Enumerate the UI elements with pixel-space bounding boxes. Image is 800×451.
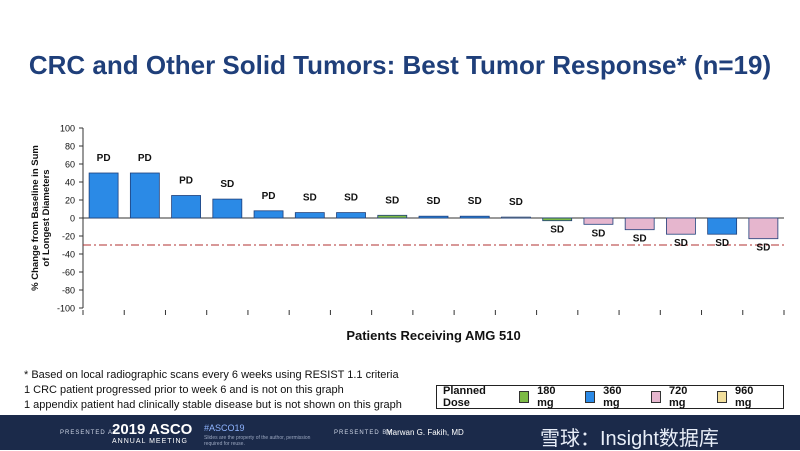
bar-label: SD: [220, 179, 234, 190]
chart-legend: Planned Dose 180 mg 360 mg 720 mg 960 mg: [436, 385, 784, 409]
legend-label: 960 mg: [734, 385, 754, 409]
conference-logo: 2019 ASCO: [112, 421, 193, 438]
y-tick-label: -80: [62, 286, 75, 296]
bar-label: SD: [674, 238, 688, 249]
legend-swatch: [585, 391, 596, 403]
bar-label: PD: [179, 176, 193, 187]
y-tick-label: 0: [70, 214, 75, 224]
footer-bar: PRESENTED AT: 2019 ASCO ANNUAL MEETING #…: [0, 415, 800, 450]
bar: [212, 198, 243, 219]
bar: [88, 172, 119, 219]
bar-label: PD: [262, 191, 276, 202]
legend-swatch: [717, 391, 727, 403]
bar-label: SD: [427, 196, 441, 207]
y-axis-label: % Change from Baseline in Sum of Longest …: [30, 145, 52, 291]
legend-item-360: 360 mg: [585, 385, 633, 409]
bar: [748, 217, 779, 240]
bar: [129, 172, 160, 219]
footnote: 1 CRC patient progressed prior to week 6…: [24, 384, 344, 396]
footnote: * Based on local radiographic scans ever…: [24, 369, 399, 381]
bar: [253, 210, 284, 219]
bar-label: SD: [303, 193, 317, 204]
bar: [624, 217, 655, 231]
y-tick-label: 80: [65, 142, 75, 152]
bar-label: SD: [591, 228, 605, 239]
legend-title: Planned Dose: [443, 385, 486, 409]
y-tick-label: 40: [65, 178, 75, 188]
presented-at-label: PRESENTED AT:: [60, 430, 120, 436]
legend-label: 360 mg: [603, 385, 622, 409]
y-tick-label: 60: [65, 160, 75, 170]
bar: [542, 217, 573, 222]
bar: [294, 212, 325, 219]
legend-swatch: [519, 391, 530, 403]
bar-label: SD: [715, 238, 729, 249]
bar: [377, 214, 408, 219]
y-axis-label-line: % Change from Baseline in Sum: [30, 145, 41, 291]
bar-label: SD: [344, 193, 358, 204]
y-axis-label-line: of Longest Diameters: [41, 169, 52, 266]
bar: [707, 217, 738, 235]
y-tick-label: 20: [65, 196, 75, 206]
bar-label: SD: [385, 195, 399, 206]
bar-label: SD: [633, 234, 647, 245]
presented-by-label: PRESENTED BY:: [334, 430, 395, 436]
footnote: 1 appendix patient had clinically stable…: [24, 399, 402, 411]
waterfall-chart: 100 80 60 40 20 0 -20 -40 -60 -80 -100 PD PD PD SD PD SD…: [30, 124, 785, 343]
watermark: 雪球：Insight数据库: [540, 428, 719, 450]
bar: [171, 195, 201, 219]
y-tick-label: -20: [62, 232, 75, 242]
legend-item-180: 180 mg: [519, 385, 567, 409]
bar: [666, 217, 696, 235]
bar-label: SD: [550, 225, 564, 236]
y-tick-label: 100: [60, 124, 75, 134]
legend-item-720: 720 mg: [651, 385, 699, 409]
bar-label: PD: [138, 153, 152, 164]
y-tick-label: -100: [57, 304, 75, 314]
bar-label: SD: [509, 197, 523, 208]
bar: [336, 212, 366, 219]
x-axis-label: Patients Receiving AMG 510: [346, 328, 520, 343]
y-tick-label: -40: [62, 250, 75, 260]
legend-label: 180 mg: [537, 385, 556, 409]
legend-item-960: 960 mg: [717, 385, 765, 409]
y-tick-label: -60: [62, 268, 75, 278]
legend-label: 720 mg: [669, 385, 688, 409]
bar-label: PD: [97, 153, 111, 164]
footnotes: * Based on local radiographic scans ever…: [24, 368, 402, 413]
bar-label: SD: [468, 196, 482, 207]
bar: [459, 215, 490, 219]
bar: [583, 217, 614, 225]
bar: [501, 216, 531, 219]
presenter-name: Marwan G. Fakih, MD: [386, 428, 464, 437]
hashtag: #ASCO19: [204, 423, 245, 433]
bar-label: SD: [756, 243, 770, 254]
slides-note: Slides are the property of the author, p…: [204, 435, 311, 447]
legend-swatch: [651, 391, 662, 403]
bar: [418, 215, 449, 219]
page-title: CRC and Other Solid Tumors: Best Tumor R…: [28, 50, 772, 80]
meeting-label: ANNUAL MEETING: [112, 438, 188, 445]
